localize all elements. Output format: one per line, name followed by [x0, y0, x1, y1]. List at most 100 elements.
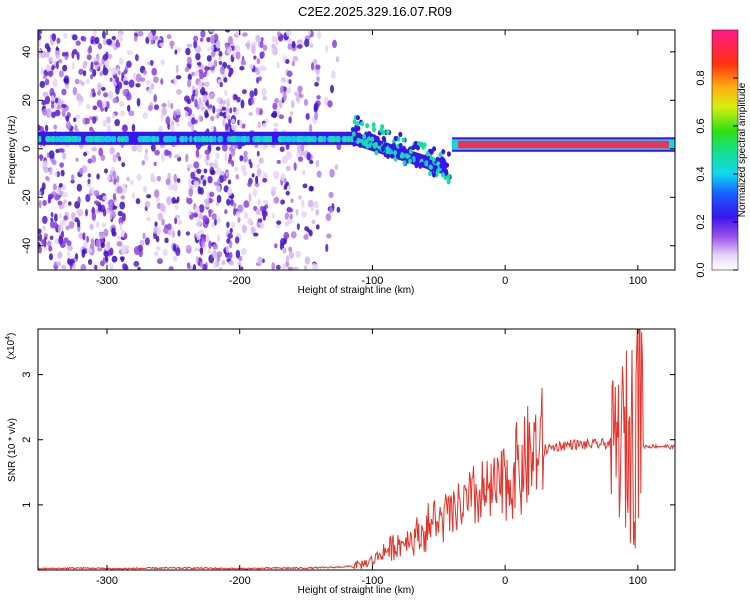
spectrogram-noise-cell: [198, 114, 203, 122]
spectrogram-noise-cell: [282, 92, 287, 102]
spectrogram-noise-cell: [92, 68, 97, 77]
spectrogram-disturbance-cell: [443, 175, 448, 181]
spectrogram-noise-cell: [203, 168, 208, 174]
spectrogram-noise-cell: [248, 193, 252, 203]
spectrogram-noise-cell: [38, 47, 41, 53]
spectrogram-ridge-cell: [82, 131, 85, 145]
spectrogram-noise-cell: [228, 240, 233, 249]
spectrogram-noise-cell: [223, 77, 228, 83]
spectrogram-disturbance-cell: [441, 149, 446, 155]
spectrogram-ridge-cell: [224, 131, 227, 145]
spectrogram-noise-cell: [301, 199, 305, 209]
spectrogram-noise-cell: [131, 192, 135, 200]
spectrogram-noise-cell: [75, 157, 79, 162]
spectrogram-noise-cell: [157, 225, 161, 235]
spectrogram-noise-cell: [196, 61, 202, 66]
spectrogram-noise-cell: [152, 178, 157, 183]
spectrogram-disturbance-cell: [370, 136, 375, 142]
spectrogram-noise-cell: [186, 43, 193, 48]
spectrogram-noise-cell: [121, 72, 125, 79]
spectrogram-noise-cell: [47, 240, 52, 248]
spectrogram-noise-cell: [292, 55, 299, 62]
spectrogram-noise-cell: [256, 168, 262, 177]
spectrogram-noise-cell: [206, 154, 210, 161]
spectrogram-disturbance-cell: [398, 131, 403, 137]
spectrogram-noise-cell: [135, 83, 141, 88]
spectrogram-noise-cell: [281, 247, 286, 253]
spectrogram-noise-cell: [257, 198, 261, 206]
spectrogram-noise-cell: [301, 211, 307, 218]
spectrogram-noise-cell: [332, 39, 337, 49]
spectrogram-noise-cell: [329, 206, 333, 214]
spectrogram-noise-cell: [158, 125, 163, 133]
spectrogram-noise-cell: [225, 112, 230, 117]
spectrogram-noise-cell: [174, 199, 179, 204]
spectrogram-noise-cell: [278, 99, 283, 109]
spectrogram-noise-cell: [256, 66, 260, 75]
spectrogram-ridge-cell: [222, 131, 226, 145]
spectrogram-noise-cell: [50, 95, 55, 102]
spectrogram-noise-cell: [48, 245, 53, 252]
spectrogram-noise-cell: [241, 89, 247, 95]
spectrogram-disturbance-cell: [435, 156, 440, 162]
spectrogram-noise-cell: [236, 96, 241, 103]
spectrogram-noise-cell: [186, 163, 193, 169]
spectrogram-noise-cell: [228, 251, 233, 259]
spectrogram-noise-cell: [54, 213, 58, 222]
spectrogram-noise-cell: [277, 31, 281, 37]
scale-suffix: ): [6, 333, 17, 336]
spectrogram-disturbance-cell: [395, 153, 400, 159]
spectrogram-disturbance-cell: [433, 164, 438, 170]
spectrogram-noise-cell: [223, 185, 229, 193]
spectrogram-noise-cell: [218, 50, 223, 58]
spectrogram-disturbance-cell: [393, 135, 398, 142]
spectrogram-noise-cell: [202, 94, 208, 103]
spectrogram-noise-cell: [297, 156, 304, 162]
spectrogram-noise-cell: [147, 88, 153, 94]
spectrogram-disturbance-cell: [362, 134, 367, 140]
spectrogram-noise-cell: [157, 258, 163, 265]
spectrogram-noise-cell: [311, 219, 316, 224]
spectrogram-ridge-cell: [273, 131, 277, 145]
spectrogram-noise-cell: [196, 231, 201, 241]
spectrogram-noise-cell: [239, 155, 244, 162]
spectrogram-noise-cell: [212, 105, 216, 114]
spectrogram-noise-cell: [42, 91, 49, 98]
spectrogram-noise-cell: [154, 221, 158, 227]
spectrogram-noise-cell: [278, 114, 285, 120]
spectrogram-noise-cell: [175, 64, 179, 74]
spectrogram-noise-cell: [259, 65, 265, 72]
spectrogram-noise-cell: [88, 45, 93, 54]
spectrogram-noise-cell: [246, 42, 251, 50]
spectrogram-noise-cell: [241, 32, 248, 37]
spectrogram-noise-cell: [252, 188, 258, 198]
spectrogram-ridge-core: [336, 135, 342, 143]
snr-x-axis: -300 -200 -100 0 100: [96, 329, 647, 587]
spectrogram-noise-cell: [118, 156, 122, 162]
spectrogram-noise-cell: [243, 200, 250, 208]
spectrogram-noise-cell: [104, 106, 108, 112]
spectrogram-disturbance-cell: [401, 137, 406, 143]
spectrogram-noise-cell: [191, 71, 195, 77]
spectrogram-noise-cell: [133, 72, 137, 81]
spectrogram-x-axis: -300 -200 -100 0 100: [96, 30, 647, 287]
spectrogram-noise-cell: [241, 123, 246, 129]
spectrogram-noise-cell: [85, 78, 91, 84]
spectrogram-noise-cell: [157, 212, 164, 221]
spectrogram-noise-cell: [309, 186, 314, 192]
spectrogram-noise-cell: [101, 86, 106, 91]
spectrogram-noise-cell: [114, 118, 120, 127]
spectrogram-noise-cell: [256, 163, 261, 168]
spectrogram-noise-cell: [172, 255, 178, 262]
spectrogram-noise-cell: [210, 45, 215, 51]
spectrogram-ridge-cell: [133, 131, 136, 145]
spectrogram-noise-cell: [160, 59, 165, 66]
spectrogram-noise-cell: [68, 220, 75, 229]
spectrogram-noise-cell: [97, 42, 103, 50]
spectrogram-noise-cell: [177, 229, 181, 237]
spectrogram-noise-cell: [151, 67, 158, 76]
spectrogram-noise-cell: [195, 148, 200, 158]
spectrogram-noise-cell: [260, 205, 264, 212]
spectrogram-ridge-core: [38, 135, 42, 143]
